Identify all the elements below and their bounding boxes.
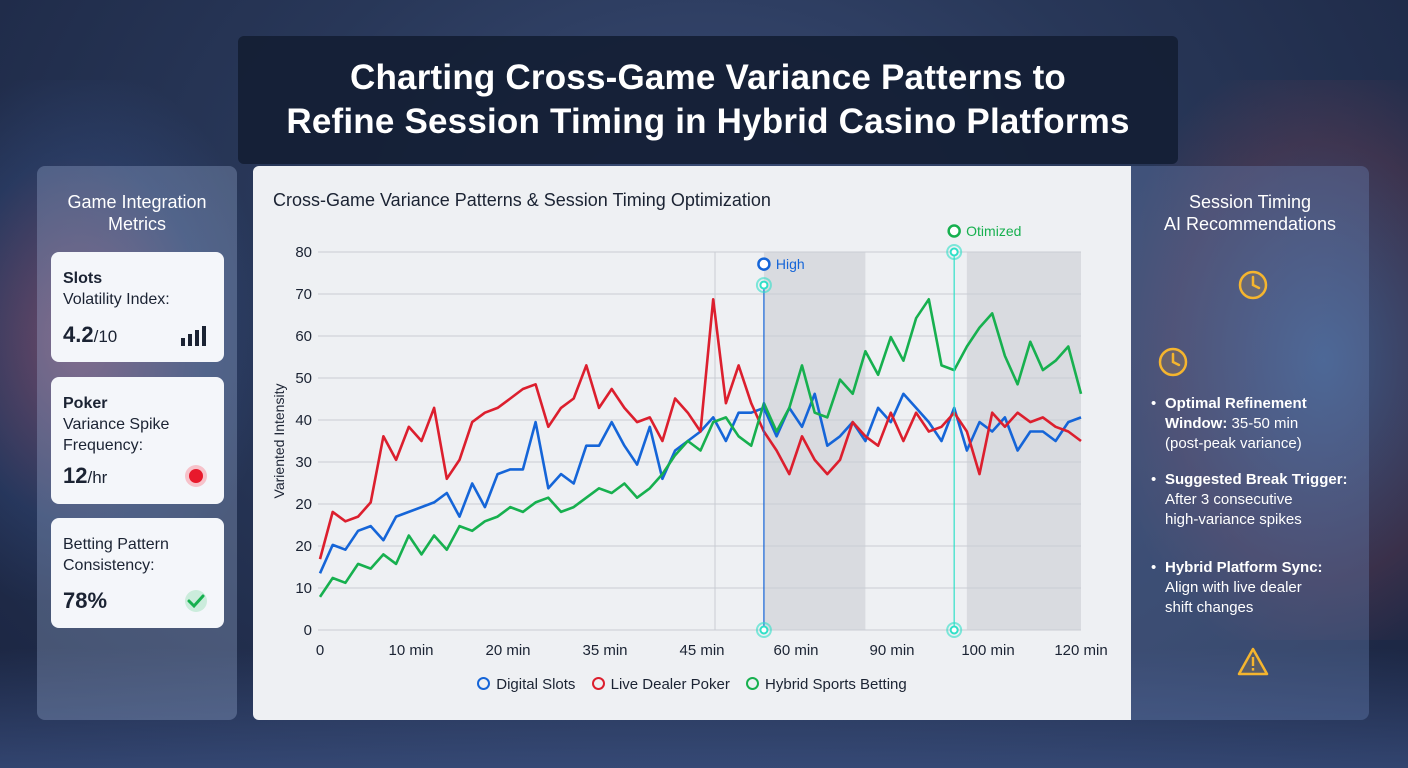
metric-label: Volatility Index: <box>63 291 170 308</box>
x-tick-label: 35 min <box>582 642 627 659</box>
left-panel-title: Game Integration Metrics <box>67 192 207 234</box>
metric-value-number: 12 <box>63 463 88 488</box>
legend-dot-icon <box>477 677 491 690</box>
x-tick-label: 90 min <box>869 642 914 659</box>
y-tick-label: 20 <box>295 496 312 513</box>
annotation-glow-marker <box>946 244 963 260</box>
game-integration-metrics-panel: Game Integration Metrics Slots Volatilit… <box>37 166 237 720</box>
recommendation-body: (post-peak variance) <box>1165 435 1302 452</box>
annotation-label-dot-icon <box>757 257 771 271</box>
metric-value-number: 78% <box>63 588 108 613</box>
red-dot-icon <box>185 465 207 487</box>
annotation-marker <box>949 625 959 635</box>
annotation-label: Otimized <box>966 223 1021 239</box>
annotation-marker <box>759 625 769 635</box>
warning-icon <box>1237 647 1269 676</box>
annotation-glow-marker <box>755 277 772 294</box>
shaded-region <box>763 252 866 630</box>
metric-label: Consistency: <box>63 557 155 574</box>
recommendation-item: • Suggested Break Trigger: After 3 conse… <box>1151 470 1365 530</box>
poker-metric-card: Poker Variance Spike Frequency: 12/hr <box>51 377 224 504</box>
y-axis-label: Variented Intensity <box>271 384 287 499</box>
title-banner: Charting Cross-Game Variance Patterns to… <box>238 36 1178 164</box>
x-tick-label: 60 min <box>773 642 818 659</box>
chart-card: Cross-Game Variance Patterns & Session T… <box>253 166 1131 720</box>
variance-line-chart: 0 10 20 20 30 40 50 60 70 80 0 10 min 20 min 35 min 45… <box>271 223 1108 659</box>
x-tick-label: 10 min <box>388 642 433 659</box>
annotation-label: High <box>776 256 805 272</box>
metric-value-unit: /10 <box>93 327 118 346</box>
metric-value: 12/hr <box>63 463 107 489</box>
recommendation-item: • Optimal Refinement Window: 35-50 min (… <box>1151 394 1365 454</box>
metric-value-number: 4.2 <box>63 322 94 347</box>
recommendation-item: • Hybrid Platform Sync: Align with live … <box>1151 558 1365 618</box>
clock-icon <box>1238 270 1268 300</box>
x-tick-label: 100 min <box>961 642 1014 659</box>
metric-value-unit: /hr <box>87 468 108 487</box>
ai-recommendations-panel: Session Timing AI Recommendations • Opti… <box>1131 166 1369 720</box>
annotation-marker <box>949 247 959 257</box>
recommendation-heading: Suggested Break Trigger: <box>1165 471 1348 488</box>
legend-label: Digital Slots <box>496 676 576 693</box>
annotation-label-dot-icon <box>947 224 961 238</box>
metric-name: Slots <box>63 270 103 287</box>
annotation-marker <box>759 280 769 290</box>
background-glow-right <box>1128 80 1408 640</box>
chart-title: Cross-Game Variance Patterns & Session T… <box>273 190 771 210</box>
y-tick-label: 40 <box>295 412 312 429</box>
legend-item-digital-slots: Digital Slots <box>477 676 575 693</box>
chart-legend: Digital Slots Live Dealer Poker Hybrid S… <box>253 676 1131 693</box>
y-tick-label: 50 <box>295 370 312 387</box>
recommendation-heading-tail: 35-50 min <box>1227 415 1299 432</box>
legend-label: Live Dealer Poker <box>610 676 730 693</box>
y-tick-label: 70 <box>295 286 312 303</box>
checkmark-icon <box>185 590 207 612</box>
recommendation-body: After 3 consecutive high-variance spikes <box>1165 491 1302 528</box>
x-tick-label: 0 <box>316 642 324 659</box>
recommendation-heading: Hybrid Platform Sync: <box>1165 559 1323 576</box>
y-tick-label: 20 <box>295 538 312 555</box>
y-tick-label: 0 <box>304 622 312 639</box>
legend-item-live-dealer-poker: Live Dealer Poker <box>591 676 730 693</box>
page-title-line-1: Charting Cross-Game Variance Patterns to <box>350 58 1066 97</box>
bar-chart-icon <box>181 326 206 346</box>
right-panel-title: Session Timing AI Recommendations <box>1163 192 1337 234</box>
metric-value: 78% <box>63 588 107 614</box>
legend-item-hybrid-sports-betting: Hybrid Sports Betting <box>746 676 907 693</box>
x-tick-label: 20 min <box>485 642 530 659</box>
metric-name: Betting Pattern <box>63 536 169 553</box>
legend-dot-icon <box>746 677 760 690</box>
y-tick-label: 80 <box>295 244 312 261</box>
legend-label: Hybrid Sports Betting <box>765 676 907 693</box>
clock-icon <box>1158 347 1188 377</box>
legend-dot-icon <box>591 677 605 690</box>
recommendation-body: Align with live dealer shift changes <box>1165 579 1302 616</box>
x-tick-label: 45 min <box>679 642 724 659</box>
betting-metric-card: Betting Pattern Consistency: 78% <box>51 518 224 628</box>
y-tick-label: 60 <box>295 328 312 345</box>
annotation-glow-marker <box>946 622 963 638</box>
metric-name: Poker <box>63 395 108 412</box>
page-title-line-2: Refine Session Timing in Hybrid Casino P… <box>286 102 1130 141</box>
annotation-glow-marker <box>755 622 772 638</box>
y-tick-label: 10 <box>295 580 312 597</box>
metric-value: 4.2/10 <box>63 322 117 348</box>
y-tick-label: 30 <box>295 454 312 471</box>
recommendation-heading: Optimal Refinement Window: <box>1165 395 1307 432</box>
metric-label: Variance Spike Frequency: <box>63 416 170 454</box>
slots-metric-card: Slots Volatility Index: 4.2/10 <box>51 252 224 362</box>
x-tick-label: 120 min <box>1054 642 1107 659</box>
